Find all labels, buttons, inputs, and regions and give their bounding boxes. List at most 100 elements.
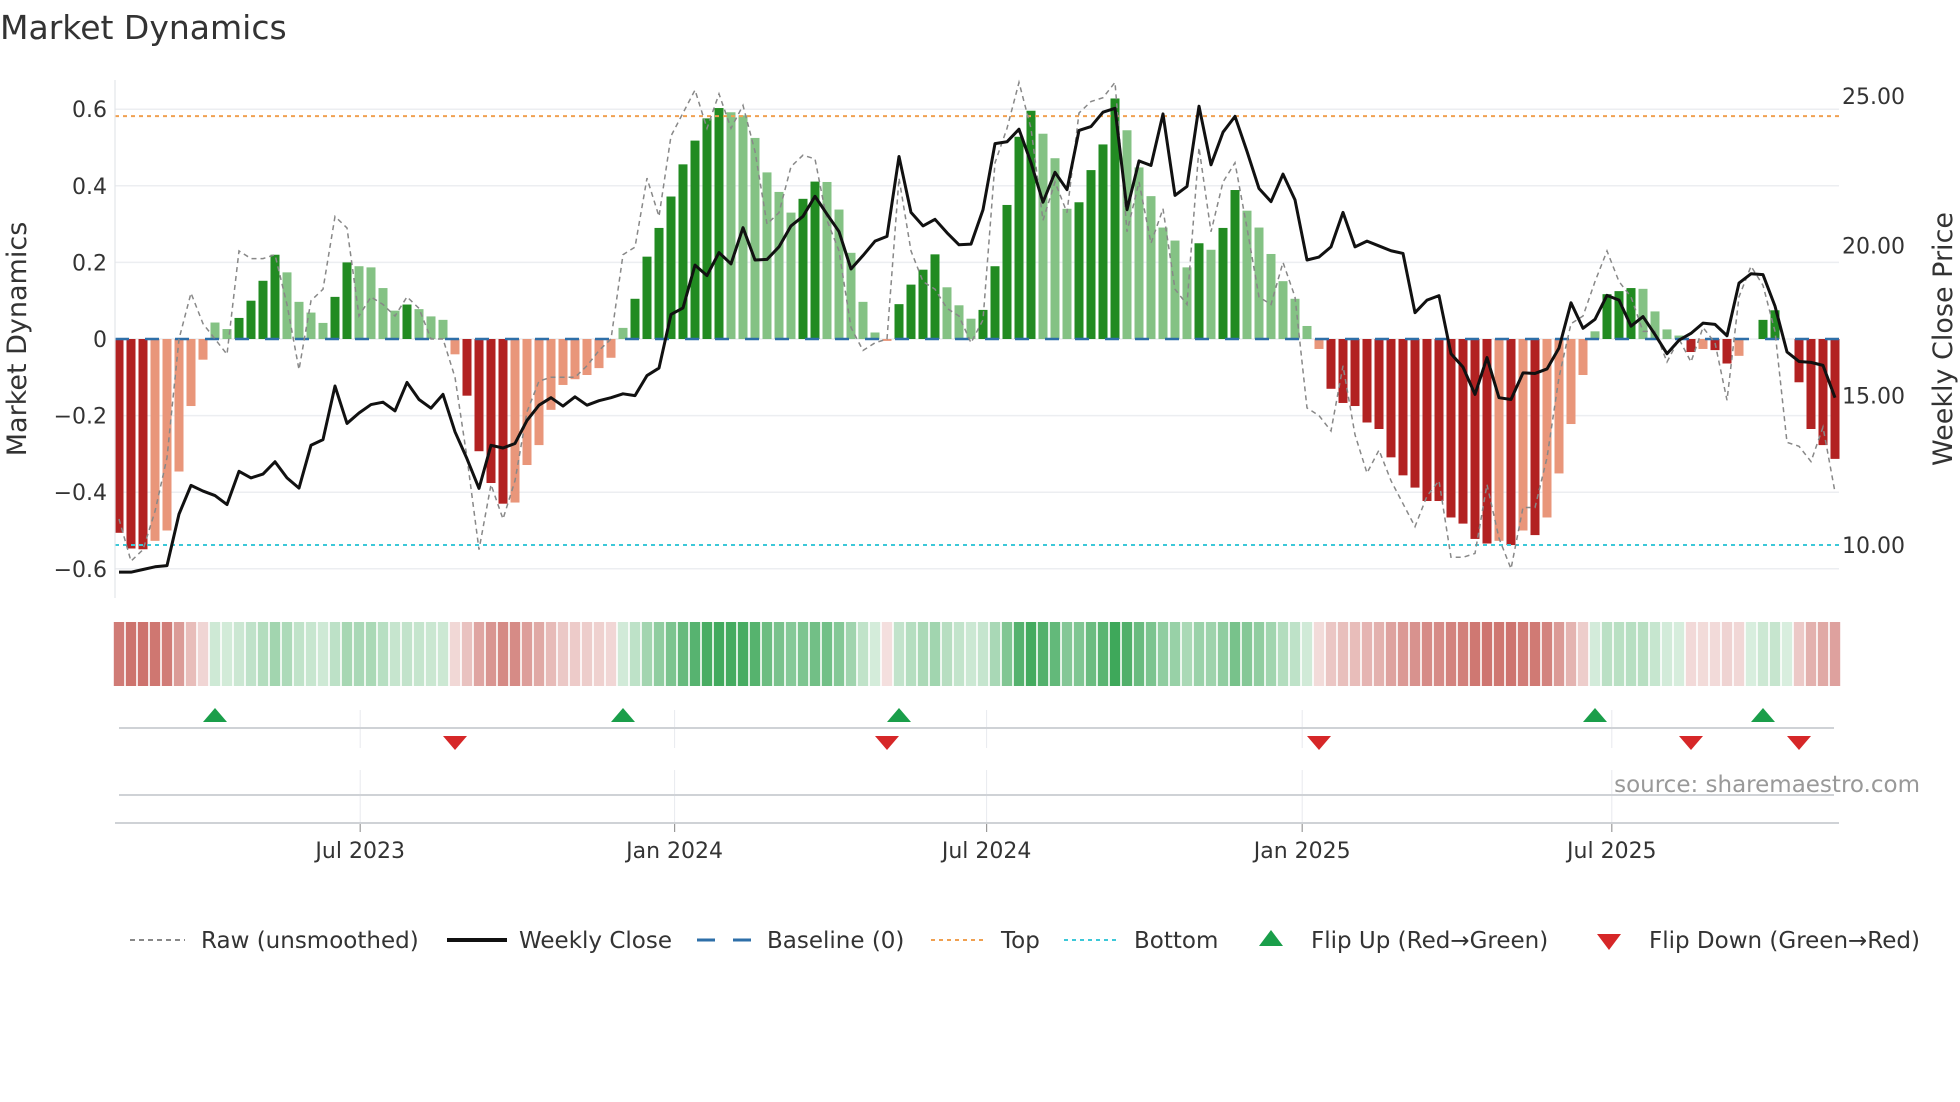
bar [1314,339,1324,349]
heat-cell [425,622,437,686]
y2-axis-title: Weekly Close Price [1928,212,1959,466]
heat-cell [1445,622,1457,686]
bar [414,309,424,339]
legend-label: Weekly Close [519,928,672,954]
heat-cell [1433,622,1445,686]
bar [582,339,592,376]
bar [426,316,436,339]
heat-cell [1805,622,1817,686]
bar [306,312,316,339]
bar [474,339,484,452]
heat-cell [617,622,629,686]
bar [198,339,208,360]
bar [1062,208,1072,339]
bar [1266,253,1276,339]
heat-cell [1733,622,1745,686]
bar [522,339,532,466]
x-tick-label: Jan 2025 [1252,839,1351,864]
bar [1590,331,1600,339]
raw-series-line [118,79,1836,572]
heat-cell [1829,622,1841,686]
heat-cell [1301,622,1313,686]
bar [870,332,880,339]
bar [894,304,904,339]
flip-up-icon [1583,708,1607,722]
y-tick-label: −0.6 [54,558,107,583]
heat-cell [1469,622,1481,686]
heat-cell [1505,622,1517,686]
source-label: source: sharemaestro.com [1614,772,1920,798]
heat-cell [1253,622,1265,686]
heat-cell [833,622,845,686]
bar [1674,335,1684,339]
heat-cell [677,622,689,686]
bar [1122,130,1132,339]
bar [366,267,376,339]
heat-cell [1157,622,1169,686]
heat-cell [413,622,425,686]
bar [1002,204,1012,339]
heat-cell [1073,622,1085,686]
bar [762,172,772,339]
legend: Raw (unsmoothed) Weekly Close Baseline (0)… [130,928,1920,954]
flip-down-icon [443,736,467,750]
bar [1398,339,1408,476]
bar [1638,288,1648,339]
heat-cell [1757,622,1769,686]
flip-up-icon [611,708,635,722]
flip-down-icon [1307,736,1331,750]
heat-cell [473,622,485,686]
bar [246,300,256,339]
heat-cell [953,622,965,686]
flip-up-icon [1751,708,1775,722]
bar [1554,339,1564,474]
bar [774,191,784,339]
bar [702,118,712,339]
heat-cell [1661,622,1673,686]
bar [1194,243,1204,339]
axes: 0.6 0.4 0.2 0 −0.2 −0.4 −0.6 25.00 20.00 15.00 10.… [54,80,1905,598]
bar [114,339,124,533]
heat-cell [1421,622,1433,686]
bar [498,339,508,504]
bar [834,209,844,339]
y-tick-label: 0.2 [72,251,107,276]
heat-cell [857,622,869,686]
legend-flip-up-icon [1259,930,1283,946]
bar [546,339,556,410]
bar [690,140,700,339]
heat-cell [1109,622,1121,686]
bar [726,112,736,339]
heat-cell [1001,622,1013,686]
heat-cell [929,622,941,686]
heat-cell [245,622,257,686]
heat-cell [1229,622,1241,686]
heat-cell [1241,622,1253,686]
heat-cell [1205,622,1217,686]
heat-cell [905,622,917,686]
bar [1758,319,1768,339]
heat-cell [1025,622,1037,686]
bar [990,266,1000,339]
y2-tick-label: 15.00 [1842,384,1905,409]
heat-cell [1409,622,1421,686]
heat-cell [581,622,593,686]
heat-cell [1709,622,1721,686]
bar [906,284,916,339]
heat-cell [1085,622,1097,686]
heat-cell [941,622,953,686]
flip-down-icon [875,736,899,750]
bar [786,212,796,339]
bar [1434,339,1444,502]
heat-cell [497,622,509,686]
bar [162,339,172,531]
heat-cell [1289,622,1301,686]
heat-cell [521,622,533,686]
heat-cell [1037,622,1049,686]
legend-label: Top [1000,928,1040,954]
bar [942,287,952,339]
heat-cell [1049,622,1061,686]
bar [378,288,388,339]
heat-cell [389,622,401,686]
